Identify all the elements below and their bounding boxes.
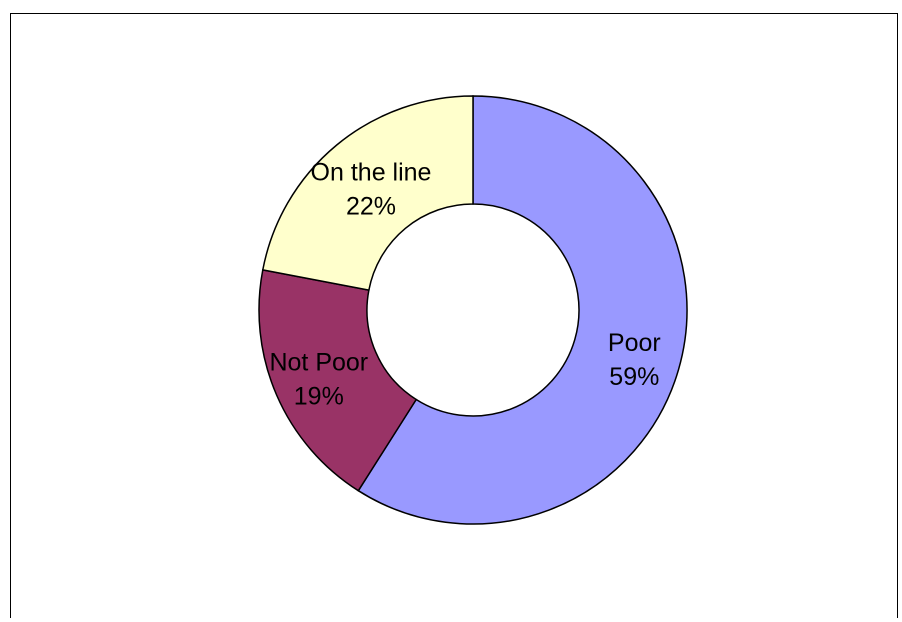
slice-label-on-the-line: On the line	[311, 159, 432, 187]
slice-percent-on-the-line: 22%	[346, 193, 396, 221]
slice-label-poor: Poor	[608, 329, 661, 357]
slice-percent-not-poor: 19%	[294, 383, 344, 411]
slice-on-the-line	[261, 95, 474, 292]
slices-layer	[258, 95, 688, 525]
slice-poor	[357, 95, 688, 525]
labels-layer: Poor 59% Not Poor 19% On the line 22%	[269, 159, 660, 411]
slice-percent-poor: 59%	[609, 363, 659, 391]
slice-not-poor	[258, 269, 418, 492]
chart-area	[10, 13, 898, 618]
slice-label-not-poor: Not Poor	[269, 349, 368, 377]
